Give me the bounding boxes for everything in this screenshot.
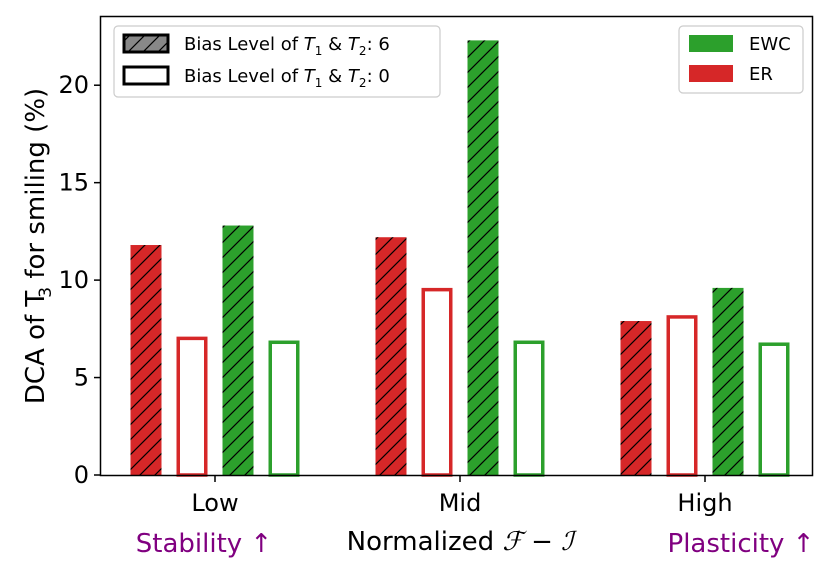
plasticity-annotation: Plasticity ↑ — [668, 529, 815, 559]
y-axis: 0 5 10 15 20 — [58, 71, 101, 489]
bar-hatch-ewc-bias6-high — [712, 287, 744, 475]
legend-bias-0-label: Bias Level of T1 & T2: 0 — [184, 66, 390, 90]
legend-ewc-swatch — [689, 35, 733, 52]
legend-methods: EWC ER — [678, 25, 804, 94]
legend-hatched-pattern — [124, 35, 168, 52]
legend-bias: Bias Level of T1 & T2: 6 Bias Level of T… — [113, 25, 441, 98]
x-tick-label-mid: Mid — [439, 489, 482, 517]
bar-hatch-ewc-bias6-low — [222, 225, 254, 475]
bar-hatch-ewc-bias6-mid — [467, 40, 499, 475]
y-tick-label: 15 — [58, 169, 89, 197]
bar-hatch-er-bias6-high — [620, 321, 652, 475]
y-tick-label: 10 — [58, 266, 89, 294]
stability-annotation: Stability ↑ — [136, 529, 272, 559]
y-tick-label: 5 — [74, 364, 89, 392]
bar-hatch-er-bias6-low — [130, 245, 162, 475]
legend-ewc-label: EWC — [749, 34, 791, 55]
legend-bias-6-label: Bias Level of T1 & T2: 6 — [184, 34, 390, 58]
bar-er-bias0-high — [666, 315, 698, 477]
bar-er-bias0-mid — [421, 287, 453, 477]
bar-ewc-bias0-high — [758, 342, 790, 477]
x-tick-label-low: Low — [191, 489, 238, 517]
y-axis-label: DCA of T​3 for smiling (%) — [21, 88, 56, 404]
x-tick-label-high: High — [677, 489, 732, 517]
x-axis: Low Mid High — [191, 475, 733, 517]
bar-ewc-bias0-mid — [513, 340, 545, 477]
x-axis-label: Normalized ℱ − ℐ — [347, 527, 577, 557]
plot-frame — [99, 15, 814, 477]
legend-bias-box — [113, 25, 441, 98]
legend-er-label: ER — [749, 64, 773, 85]
bar-er-bias0-low — [176, 336, 208, 477]
y-tick-label: 20 — [58, 71, 89, 99]
bar-ewc-bias0-low — [268, 340, 300, 477]
legend-empty-swatch — [122, 65, 170, 86]
legend-er-swatch — [689, 65, 733, 82]
bars-group — [130, 40, 790, 477]
y-tick-label: 0 — [74, 461, 89, 489]
bar-hatch-er-bias6-mid — [375, 237, 407, 475]
